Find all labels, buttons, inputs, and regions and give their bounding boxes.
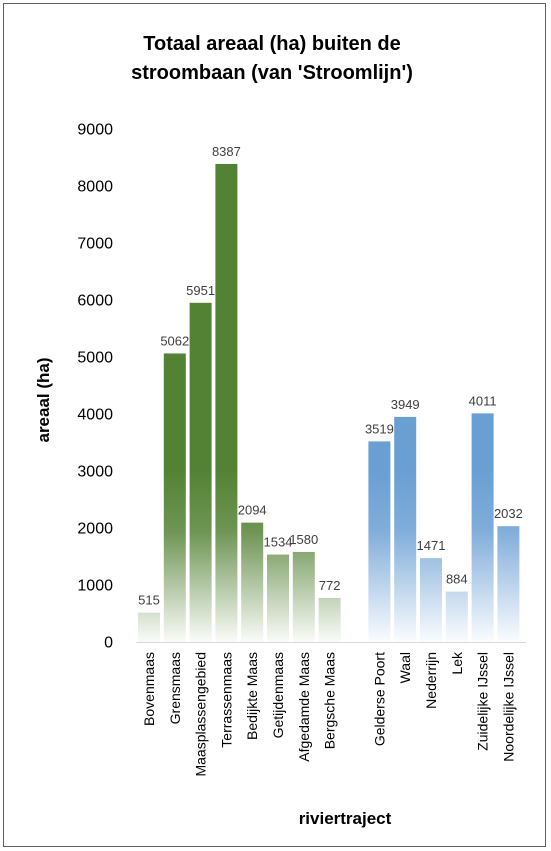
data-label-grensmaas: 5062	[160, 333, 189, 348]
y-axis-title: areaal (ha)	[34, 357, 53, 442]
y-tick-label: 8000	[77, 179, 113, 196]
x-axis-title: riviertraject	[299, 809, 392, 828]
bar-lek	[445, 591, 468, 642]
bar-terrassenmaas	[215, 163, 238, 643]
y-tick-label: 5000	[77, 350, 113, 367]
data-label-noordelijke-ijssel: 2032	[494, 506, 523, 521]
data-label-bovenmaas: 515	[138, 593, 160, 608]
bar-grensmaas	[163, 353, 186, 642]
data-label-getijdenmaas: 1534	[264, 535, 293, 550]
y-tick-label: 3000	[77, 464, 113, 481]
category-label-bedijkte-maas: Bedijkte Maas	[244, 652, 260, 740]
y-axis-ticks: 0 1000 2000 3000 4000 5000 6000 7000 8000 9000	[77, 122, 113, 652]
chart-title-line-2: stroombaan (van 'Stroomlijn')	[131, 62, 413, 84]
category-label-grensmaas: Grensmaas	[167, 652, 183, 724]
data-label-nederrijn: 1471	[417, 538, 446, 553]
bar-waal	[394, 416, 417, 642]
bar-nederrijn	[420, 558, 442, 642]
bar-afgedamde-maas	[292, 551, 315, 642]
category-label-bovenmaas: Bovenmaas	[141, 652, 157, 726]
data-label-gelderse-poort: 3519	[365, 421, 394, 436]
bar-bedijkte-maas	[241, 522, 264, 642]
y-tick-label: 9000	[77, 122, 113, 139]
category-label-zuidelijke-ijssel: Zuidelijke IJssel	[475, 652, 491, 751]
category-label-getijdenmaas: Getijdenmaas	[270, 652, 286, 738]
bar-maasplassengebied	[189, 302, 212, 642]
category-label-maasplassengebied: Maasplassengebied	[193, 652, 209, 777]
category-labels: Bovenmaas Grensmaas Maasplassengebied Terra…	[141, 651, 516, 777]
y-tick-label: 6000	[77, 293, 113, 310]
data-label-maasplassengebied: 5951	[186, 283, 215, 298]
category-label-nederrijn: Nederrijn	[423, 652, 439, 709]
category-label-bergsche-maas: Bergsche Maas	[322, 652, 338, 749]
bar-bovenmaas	[138, 612, 160, 642]
chart-frame	[3, 3, 546, 847]
y-tick-label: 0	[104, 635, 113, 652]
data-label-terrassenmaas: 8387	[212, 144, 241, 159]
bar-noordelijke-ijssel	[497, 526, 520, 642]
data-label-zuidelijke-ijssel: 4011	[469, 393, 497, 408]
category-label-afgedamde-maas: Afgedamde Maas	[296, 652, 312, 762]
category-label-noordelijke-ijssel: Noordelijke IJssel	[500, 652, 516, 762]
category-label-waal: Waal	[397, 652, 413, 683]
y-tick-label: 2000	[77, 521, 113, 538]
y-tick-label: 1000	[77, 578, 113, 595]
data-label-waal: 3949	[391, 397, 420, 412]
bar-getijdenmaas	[267, 554, 289, 642]
bar-bergsche-maas	[318, 597, 341, 642]
category-label-terrassenmaas: Terrassenmaas	[218, 652, 234, 748]
data-label-bergsche-maas: 772	[319, 578, 341, 593]
bars	[138, 163, 520, 643]
y-tick-label: 7000	[77, 236, 113, 253]
bar-zuidelijke-ijssel	[471, 413, 494, 642]
y-tick-label: 4000	[77, 407, 113, 424]
category-label-lek: Lek	[449, 651, 465, 675]
chart-title-line-1: Totaal areaal (ha) buiten de	[143, 33, 400, 55]
data-label-afgedamde-maas: 1580	[289, 532, 318, 547]
data-label-bedijkte-maas: 2094	[238, 503, 267, 518]
bar-gelderse-poort	[368, 441, 391, 642]
category-label-gelderse-poort: Gelderse Poort	[371, 652, 387, 746]
data-label-lek: 884	[446, 572, 468, 587]
